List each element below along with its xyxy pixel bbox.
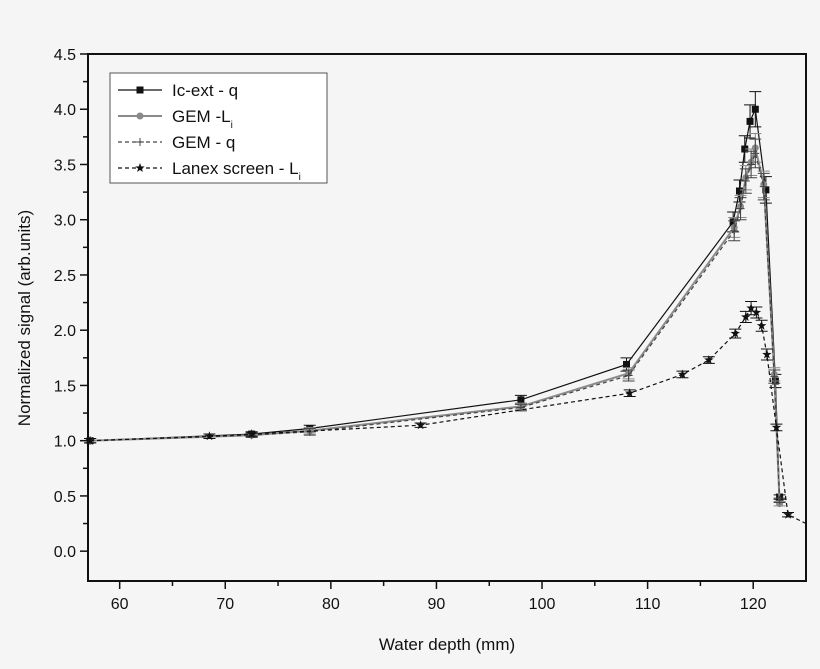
y-tick-label: 1.0 [54, 434, 76, 451]
data-point [623, 360, 630, 368]
data-point [246, 429, 257, 439]
legend-marker [136, 112, 144, 120]
data-point [759, 182, 768, 191]
data-point [624, 371, 633, 380]
data-point [704, 355, 714, 365]
legend-label: Ic-ext - q [172, 81, 238, 100]
series-lanex-screen-li [84, 300, 807, 525]
data-point [736, 204, 745, 213]
data-point [747, 160, 756, 169]
plot-marks [84, 91, 807, 525]
x-tick-label: 60 [111, 596, 129, 613]
series-line [90, 307, 807, 525]
y-tick-label: 2.5 [54, 268, 76, 285]
data-point [762, 349, 772, 359]
series-gem-li [84, 133, 786, 508]
x-tick-label: 110 [635, 596, 661, 613]
y-tick-label: 3.0 [54, 213, 76, 230]
data-point [775, 496, 784, 505]
y-tick-label: 3.5 [54, 157, 76, 174]
data-point [756, 320, 767, 330]
legend-marker [136, 138, 144, 146]
x-tick-label: 100 [529, 596, 556, 613]
legend-box [109, 72, 328, 184]
axes: 60 70 80 90 100 110 120 0.0 0.5 1.0 1.5 2.0 2.5 3.0 3.… [54, 47, 767, 613]
data-point [751, 149, 760, 158]
data-point [751, 105, 759, 113]
data-point [677, 369, 688, 379]
data-point [741, 145, 749, 153]
data-point [730, 226, 739, 235]
series-line [90, 143, 781, 504]
data-point [770, 372, 779, 381]
data-point [741, 177, 750, 186]
y-tick-label: 4.0 [54, 102, 76, 119]
legend-label: GEM - q [172, 133, 235, 152]
legend-label-subscript: i [231, 120, 233, 131]
y-tick-label: 4.5 [54, 47, 76, 64]
data-point [741, 311, 751, 321]
data-point [624, 388, 635, 398]
series-line [90, 151, 781, 501]
data-point [730, 328, 741, 338]
x-tick-label: 80 [322, 596, 340, 613]
data-point [415, 420, 426, 430]
y-tick-label: 2.0 [54, 323, 76, 340]
data-point [516, 403, 525, 412]
data-point [204, 431, 215, 441]
legend-marker [135, 163, 145, 173]
series-gem-q [84, 138, 786, 505]
x-axis-label: Water depth (mm) [379, 635, 515, 654]
x-tick-label: 70 [216, 596, 234, 613]
legend-item: Ic-ext - q [118, 81, 238, 100]
data-point [517, 396, 525, 404]
data-point [729, 218, 737, 226]
data-point [85, 435, 95, 445]
data-point [746, 117, 754, 125]
y-axis-label: Normalized signal (arb.units) [15, 210, 34, 426]
plot-frame [87, 53, 807, 582]
x-tick-label: 120 [740, 596, 767, 613]
data-point [762, 186, 770, 194]
legend-marker [136, 86, 144, 94]
data-point [305, 427, 314, 436]
legend-label-subscript: i [299, 172, 301, 183]
data-point [735, 187, 743, 195]
y-tick-label: 0.5 [54, 489, 76, 506]
data-point [771, 422, 782, 432]
y-tick-label: 1.5 [54, 378, 76, 395]
y-tick-label: 0.0 [54, 544, 76, 561]
data-point [751, 307, 762, 317]
data-point [746, 303, 756, 313]
legend-item: GEM - q [118, 133, 235, 152]
x-tick-label: 90 [428, 596, 446, 613]
data-point [783, 509, 793, 519]
